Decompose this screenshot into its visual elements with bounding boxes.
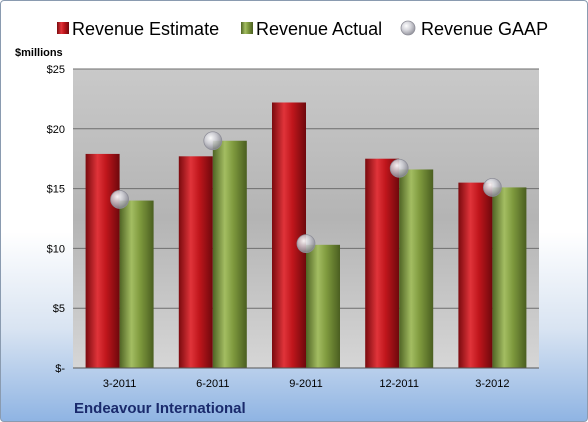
- x-tick-label: 12-2011: [379, 378, 419, 390]
- x-tick-label: 9-2011: [289, 378, 322, 390]
- legend-marker-gaap: [400, 20, 416, 36]
- marker-revenue-gaap: [296, 234, 316, 254]
- x-tick-label: 3-2012: [475, 378, 509, 390]
- y-axis-label: $millions: [15, 47, 63, 59]
- bars: [85, 102, 527, 368]
- bar-revenue-actual: [119, 200, 154, 368]
- bar-revenue-actual: [212, 140, 247, 368]
- y-axis-ticks: $- $5 $10 $15 $20 $25: [47, 64, 66, 375]
- y-tick-label: $10: [47, 243, 65, 255]
- bar-revenue-actual: [306, 244, 340, 368]
- marker-revenue-gaap: [203, 131, 223, 151]
- gaap-markers: [110, 131, 502, 254]
- bar-revenue-actual: [492, 187, 527, 368]
- legend: Revenue Estimate Revenue Actual Revenue …: [57, 19, 548, 39]
- legend-item-actual: Revenue Actual: [241, 19, 382, 39]
- y-tick-label: $15: [47, 184, 65, 196]
- x-axis-ticks: 3-2011 6-2011 9-2011 12-2011 3-2012: [103, 378, 510, 390]
- y-tick-label: $5: [53, 303, 65, 315]
- legend-swatch-actual: [241, 22, 253, 34]
- y-tick-label: $-: [55, 363, 65, 375]
- bar-revenue-estimate: [458, 182, 493, 368]
- legend-label-actual: Revenue Actual: [256, 19, 382, 39]
- bar-revenue-estimate: [365, 158, 400, 368]
- legend-item-estimate: Revenue Estimate: [57, 19, 219, 39]
- bar-revenue-estimate: [178, 156, 213, 368]
- company-name: Endeavour International: [74, 400, 246, 417]
- legend-label-estimate: Revenue Estimate: [72, 19, 219, 39]
- legend-label-gaap: Revenue GAAP: [421, 19, 548, 39]
- x-tick-label: 6-2011: [196, 378, 229, 390]
- y-tick-label: $20: [47, 124, 65, 136]
- bar-revenue-actual: [399, 169, 434, 368]
- y-tick-label: $25: [47, 64, 65, 76]
- marker-revenue-gaap: [389, 158, 409, 178]
- marker-revenue-gaap: [110, 189, 129, 209]
- x-tick-label: 3-2011: [103, 378, 136, 390]
- legend-item-gaap: Revenue GAAP: [400, 19, 548, 39]
- legend-swatch-estimate: [57, 22, 69, 34]
- bar-revenue-estimate: [272, 102, 306, 368]
- marker-revenue-gaap: [482, 178, 502, 197]
- bar-revenue-estimate: [85, 153, 120, 368]
